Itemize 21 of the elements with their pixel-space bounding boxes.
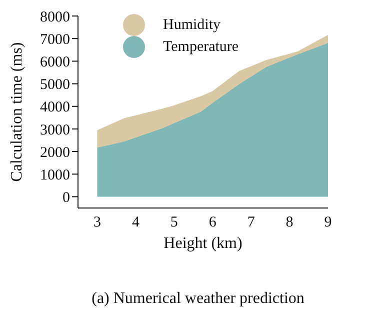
y-tick-label: 8000 xyxy=(40,9,70,26)
y-tick-label: 4000 xyxy=(40,100,70,116)
legend-label: Temperature xyxy=(163,38,239,55)
text: (a) Numerical weather prediction xyxy=(90,290,306,308)
y-tick-label: 2000 xyxy=(40,144,70,161)
y-tick-label: 7000 xyxy=(40,32,70,48)
legend-label: Humidity xyxy=(163,16,221,33)
x-tick-label: 3 xyxy=(93,214,101,231)
x-tick-label: 4 xyxy=(132,214,140,231)
y-tick-label: 0 xyxy=(62,190,70,206)
x-tick-label: 5 xyxy=(170,214,178,231)
y-tick-label: 5000 xyxy=(40,77,70,94)
x-tick-label: 6 xyxy=(208,214,217,231)
y-tick-label: 6000 xyxy=(40,54,70,70)
x-tick-label: 9 xyxy=(324,214,332,231)
y-axis-title: Calculation time (ms) xyxy=(8,42,26,182)
x-axis-title: Height (km) xyxy=(164,235,242,252)
y-tick-label: 1000 xyxy=(40,167,70,184)
x-tick-label: 8 xyxy=(286,214,294,231)
x-tick-label: 7 xyxy=(247,214,256,231)
y-tick-label: 3000 xyxy=(40,122,70,138)
